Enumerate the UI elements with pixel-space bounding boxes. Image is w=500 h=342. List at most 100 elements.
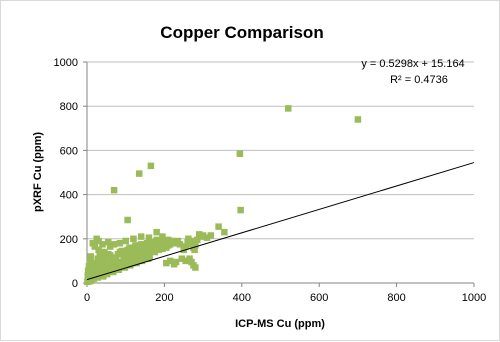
data-point-158 [166, 257, 174, 265]
data-point-5 [221, 228, 228, 236]
x-axis-label: ICP-MS Cu (ppm) [235, 318, 325, 330]
data-point-44 [122, 251, 129, 258]
data-point-42 [118, 247, 126, 255]
data-point-188 [116, 239, 124, 247]
data-point-165 [187, 237, 194, 245]
data-point-181 [170, 260, 178, 268]
data-points [84, 105, 362, 286]
data-point-177 [186, 255, 193, 262]
data-point-157 [163, 259, 170, 267]
data-point-52 [137, 241, 145, 248]
data-point-6 [147, 162, 155, 170]
data-point-58 [149, 238, 157, 246]
data-point-184 [145, 234, 153, 241]
y-tick-label-200: 200 [60, 234, 78, 246]
data-point-119 [100, 273, 107, 280]
x-tick-labels: 0 200 400 600 800 1000 [84, 292, 486, 304]
data-point-183 [153, 228, 160, 236]
data-point-60 [153, 236, 160, 244]
y-tick-label-400: 400 [60, 190, 78, 202]
data-point-152 [94, 255, 102, 262]
data-point-162 [182, 243, 189, 250]
data-point-182 [159, 233, 166, 240]
data-point-18 [86, 258, 94, 266]
data-point-189 [110, 241, 118, 248]
data-point-154 [98, 248, 105, 256]
y-tick-label-1000: 1000 [54, 57, 78, 69]
y-tick-label-600: 600 [60, 145, 78, 157]
y-tick-label-0: 0 [72, 278, 78, 290]
data-point-71 [174, 237, 182, 245]
y-tick-label-800: 800 [60, 101, 78, 113]
data-point-191 [99, 241, 106, 248]
data-point-101 [143, 248, 151, 256]
data-point-56 [145, 244, 153, 251]
data-point-11 [91, 243, 98, 250]
data-point-12 [89, 239, 97, 247]
data-point-49 [132, 242, 139, 249]
data-point-156 [102, 258, 109, 266]
data-point-186 [130, 235, 137, 243]
data-point-47 [128, 249, 135, 257]
data-point-39 [112, 254, 120, 261]
data-point-174 [203, 234, 211, 241]
data-point-176 [182, 257, 189, 265]
data-point-192 [95, 237, 102, 245]
data-point-48 [130, 245, 137, 252]
data-point-17 [87, 253, 95, 260]
data-point-55 [143, 239, 151, 247]
data-point-2 [236, 150, 244, 157]
data-point-50 [134, 247, 141, 255]
data-point-187 [122, 237, 129, 245]
y-axis-label: pXRF Cu (ppm) [32, 132, 44, 212]
trendline [86, 162, 475, 281]
x-tick-label-800: 800 [387, 292, 405, 304]
data-point-1 [284, 105, 292, 112]
data-point-112 [165, 242, 172, 249]
data-point-7 [135, 170, 143, 177]
data-point-143 [146, 253, 153, 260]
x-tick-label-600: 600 [310, 292, 328, 304]
data-point-4 [215, 223, 222, 230]
x-tick-label-1000: 1000 [462, 292, 486, 304]
gridlines [87, 61, 474, 240]
data-point-166 [188, 241, 195, 248]
data-point-150 [89, 264, 97, 271]
x-tick-label-400: 400 [233, 292, 251, 304]
data-point-19 [85, 263, 93, 270]
data-point-170 [194, 236, 201, 244]
data-point-185 [137, 233, 145, 240]
r-squared-label: R² = 0.4736 [390, 74, 448, 86]
chart-title: Copper Comparison [160, 23, 323, 42]
data-point-151 [91, 259, 98, 267]
trendline-equation: y = 0.5298x + 15.164 [361, 58, 464, 70]
trendline-layer [86, 162, 475, 281]
data-point-168 [191, 246, 198, 254]
data-point-190 [105, 238, 112, 246]
data-point-63 [159, 237, 166, 245]
data-point-3 [237, 206, 244, 214]
data-point-169 [192, 242, 199, 249]
data-point-175 [207, 232, 215, 239]
data-point-36 [106, 252, 114, 259]
data-point-46 [126, 244, 133, 251]
data-point-160 [178, 255, 186, 262]
x-tick-label-0: 0 [84, 292, 90, 304]
x-tick-label-200: 200 [155, 292, 173, 304]
data-point-173 [199, 232, 207, 239]
data-point-14 [106, 243, 114, 250]
data-point-146 [88, 277, 95, 284]
data-point-8 [110, 186, 118, 194]
data-point-9 [124, 216, 131, 224]
data-point-72 [176, 241, 184, 248]
data-point-180 [192, 264, 199, 271]
data-point-161 [180, 246, 187, 254]
data-point-105 [151, 248, 158, 256]
data-point-155 [100, 253, 107, 260]
data-point-0 [354, 116, 362, 123]
data-point-148 [86, 270, 93, 277]
data-point-153 [96, 252, 104, 259]
data-point-66 [165, 236, 172, 244]
